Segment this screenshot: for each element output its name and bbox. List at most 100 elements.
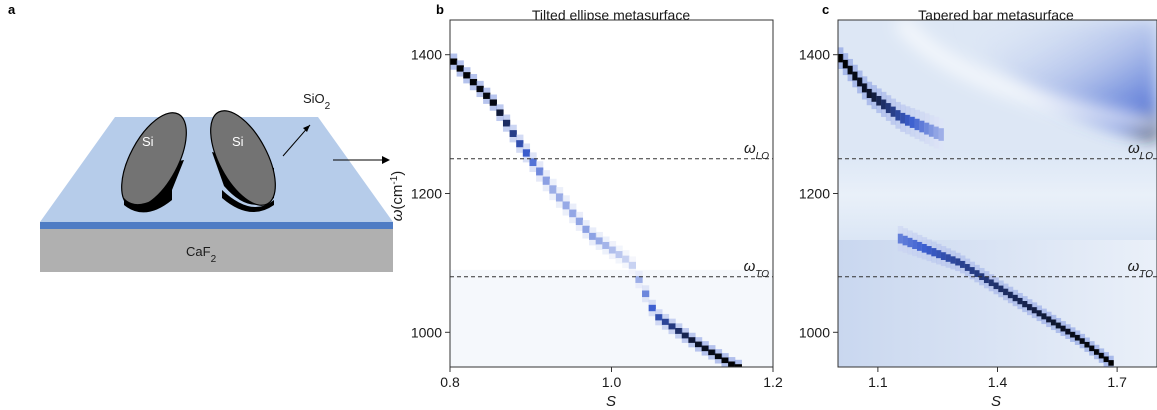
panel-b-ylabel: ω(cm-1) (389, 171, 407, 222)
panel-c-letter: c (822, 2, 829, 17)
resonance-cell (661, 318, 670, 325)
resonance-cell (681, 332, 689, 339)
resonance-cell (852, 71, 858, 81)
resonance-cell (463, 72, 471, 79)
resonance-cell (1089, 345, 1095, 352)
resonance-cell (928, 124, 935, 137)
reference-line-label: ωLO (744, 140, 769, 162)
resonance-cell (1046, 316, 1052, 323)
caf2-sub: 2 (211, 254, 217, 265)
svg-text:SiO2: SiO2 (303, 91, 331, 112)
resonance-cell (708, 349, 716, 356)
resonance-cell (1108, 360, 1114, 366)
film-layer (40, 222, 393, 229)
resonance-cell (529, 158, 537, 167)
resonance-cell (728, 361, 736, 367)
resonance-cell (945, 254, 952, 262)
resonance-cell (655, 314, 663, 321)
resonance-cell (842, 59, 849, 69)
resonance-cell (496, 109, 504, 116)
caf2-text: CaF (186, 244, 211, 259)
y-tick-label: 1200 (799, 186, 830, 202)
resonance-cell (921, 243, 928, 253)
panel-b-yticks: 1000 1200 1400 (411, 47, 450, 340)
resonance-cell (456, 65, 464, 72)
panel-a-schematic: a Si Si SiO2 CaF2 (8, 2, 393, 272)
resonance-cell (1003, 288, 1009, 296)
panel-b-title: Tilted ellipse metasurface (532, 7, 690, 23)
resonance-cell (542, 176, 550, 185)
resonance-cell (938, 128, 944, 141)
resonance-cell (933, 126, 940, 139)
resonance-cell (694, 341, 703, 348)
resonance-cell (734, 364, 742, 367)
panel-c-xlabel: S (991, 393, 1001, 410)
resonance-cell (907, 237, 913, 248)
resonance-cell (536, 167, 544, 176)
resonance-cell (615, 251, 623, 259)
panel-link-arrowhead (382, 156, 390, 164)
panel-c-resonance (838, 47, 1114, 367)
panel-c-heatmap (838, 20, 1157, 367)
y-tick-label: 1400 (799, 47, 830, 63)
panel-b-xlabel: S (606, 393, 616, 410)
resonance-cell (489, 99, 497, 106)
resonance-cell (916, 241, 923, 251)
resonance-cell (909, 116, 916, 128)
resonance-cell (866, 88, 873, 99)
resonance-cell (964, 264, 971, 271)
y-tick-label: 1000 (799, 324, 830, 340)
resonance-halo (734, 359, 742, 367)
reference-line-label: ωTO (1128, 258, 1154, 280)
resonance-cell (701, 345, 709, 352)
resonance-cell (516, 140, 524, 148)
resonance-cell (988, 279, 995, 287)
resonance-cell (857, 77, 863, 87)
resonance-cell (924, 122, 930, 135)
panel-b-chart: b Tilted ellipse metasurface ωLO ωTO 0.8 1… (389, 2, 783, 410)
resonance-cell (955, 258, 961, 266)
resonance-cell (648, 304, 656, 312)
si-label-right: Si (232, 134, 244, 149)
y-tick-label: 1000 (411, 324, 442, 340)
x-tick-label: 1.1 (868, 374, 888, 390)
panel-b-xticks: 0.8 1.0 1.2 (440, 367, 783, 390)
resonance-cell (628, 261, 637, 269)
resonance-cell (897, 233, 904, 244)
resonance-cell (912, 239, 918, 250)
resonance-cell (838, 53, 844, 63)
resonance-cell (714, 353, 723, 360)
panel-a-letter: a (8, 2, 16, 17)
resonance-cell (575, 217, 584, 226)
resonance-cell (926, 246, 932, 255)
resonance-cell (881, 99, 887, 110)
y-tick-label: 1400 (411, 47, 442, 63)
x-tick-label: 1.7 (1107, 374, 1127, 390)
resonance-cell (1022, 301, 1028, 308)
caf2-label: CaF2 (186, 244, 217, 265)
resonance-cell (1007, 291, 1014, 299)
si-pillar-left: Si (121, 112, 187, 213)
resonance-cell (871, 92, 877, 102)
resonance-cell (936, 250, 942, 259)
resonance-cell (885, 103, 892, 114)
resonance-cell (1070, 331, 1076, 338)
resonance-cell (622, 255, 630, 263)
resonance-cell (1084, 341, 1090, 348)
panel-b-letter: b (436, 2, 444, 17)
resonance-cell (589, 232, 597, 240)
resonance-cell (502, 119, 511, 127)
resonance-cell (1055, 322, 1062, 329)
panel-c-yticks: 1000 1200 1400 (799, 47, 838, 340)
resonance-cell (562, 201, 570, 210)
resonance-cell (902, 235, 908, 246)
sio2-text: SiO (303, 91, 325, 106)
resonance-cell (1050, 319, 1057, 326)
reference-line-label: ωTO (744, 258, 770, 280)
resonance-cell (876, 95, 882, 106)
resonance-cell (1041, 313, 1047, 320)
reference-line-label: ωLO (1128, 140, 1153, 162)
resonance-cell (969, 267, 975, 274)
resonance-cell (847, 65, 853, 75)
